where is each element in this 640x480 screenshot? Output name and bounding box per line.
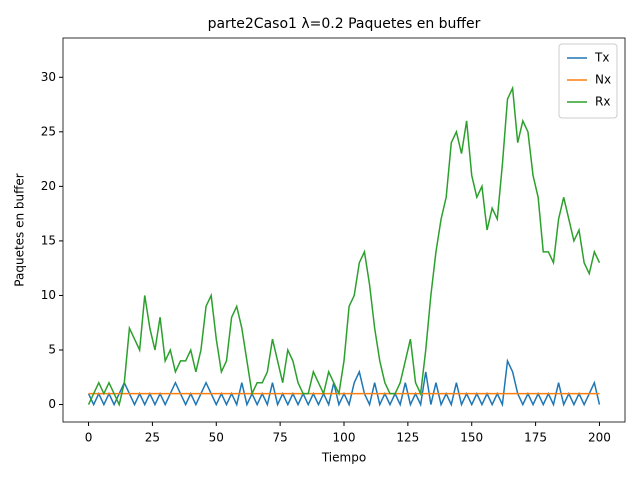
y-tick-label: 0 xyxy=(48,397,56,411)
x-tick-label: 150 xyxy=(460,431,483,445)
legend-label: Rx xyxy=(595,95,610,109)
x-axis-label: Tiempo xyxy=(321,451,366,465)
y-tick-label: 30 xyxy=(41,70,56,84)
legend-label: Nx xyxy=(595,73,611,87)
y-tick-label: 25 xyxy=(41,124,56,138)
axes-frame xyxy=(62,37,626,423)
legend-label: Tx xyxy=(594,51,609,65)
x-tick-label: 50 xyxy=(209,431,224,445)
x-tick-label: 125 xyxy=(396,431,419,445)
y-tick-label: 15 xyxy=(41,233,56,247)
x-tick-label: 25 xyxy=(145,431,160,445)
legend-box xyxy=(558,43,618,119)
x-tick-label: 175 xyxy=(524,431,547,445)
y-axis-label: Paquetes en buffer xyxy=(13,173,27,286)
series-line xyxy=(87,85,601,407)
y-tick-label: 20 xyxy=(41,179,56,193)
chart-title: parte2Caso1 λ=0.2 Paquetes en buffer xyxy=(208,16,481,32)
y-tick-label: 10 xyxy=(41,288,56,302)
x-tick-label: 75 xyxy=(272,431,287,445)
x-tick-label: 100 xyxy=(333,431,356,445)
y-tick-label: 5 xyxy=(48,343,56,357)
x-tick-label: 200 xyxy=(588,431,611,445)
x-tick-label: 0 xyxy=(85,431,93,445)
